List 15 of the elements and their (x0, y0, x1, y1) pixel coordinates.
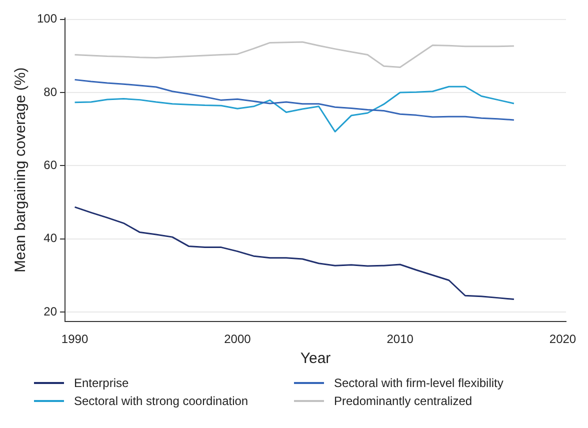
y-tick-label: 40 (44, 231, 58, 246)
y-tick-label: 80 (44, 84, 58, 99)
x-tick-label: 1990 (61, 332, 88, 346)
x-tick-label: 2010 (386, 332, 414, 346)
y-tick-label: 100 (36, 12, 58, 26)
legend-label: Sectoral with strong coordination (74, 394, 248, 408)
x-tick-label: 2000 (224, 332, 252, 346)
x-tick-label: 2020 (549, 332, 576, 346)
y-tick-label: 20 (44, 304, 58, 318)
x-axis-title: Year (300, 350, 331, 368)
legend-label: Enterprise (74, 376, 129, 390)
legend-label: Predominantly centralized (334, 394, 472, 408)
y-axis-title: Mean bargaining coverage (%) (12, 67, 30, 272)
y-tick-label: 60 (44, 158, 58, 172)
legend-label: Sectoral with firm-level flexibility (334, 376, 504, 390)
